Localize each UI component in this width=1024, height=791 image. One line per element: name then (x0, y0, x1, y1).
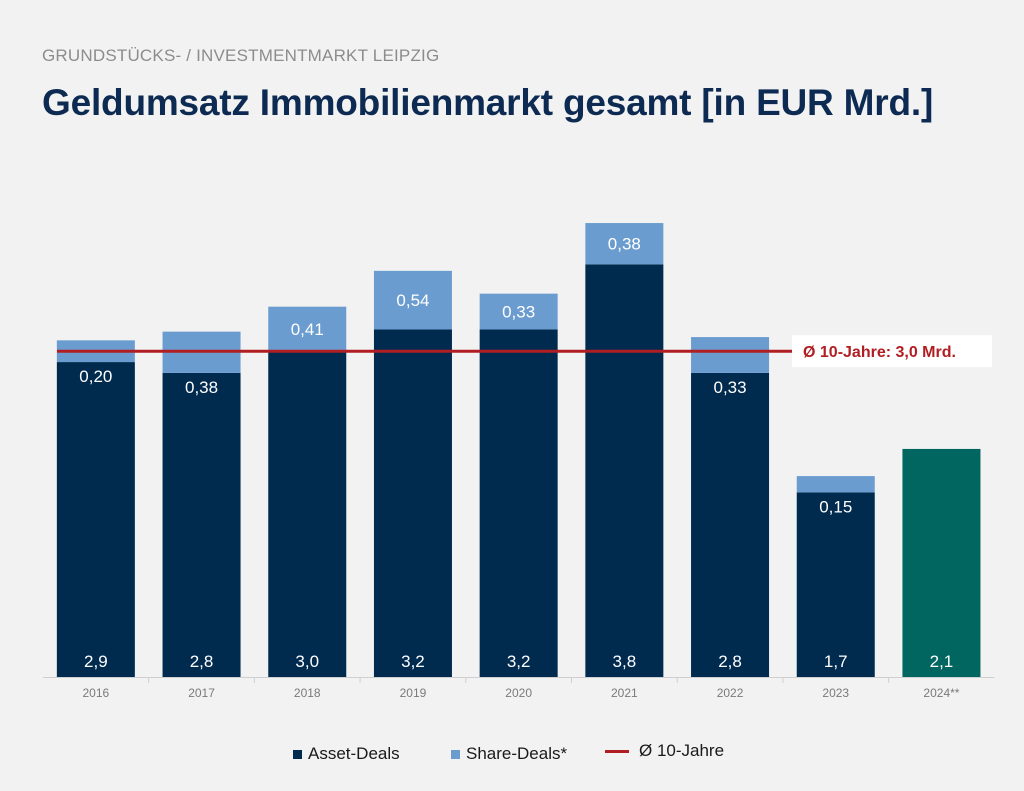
chart-subtitle: GRUNDSTÜCKS- / INVESTMENTMARKT LEIPZIG (42, 46, 440, 65)
bar-share-deals-7 (796, 476, 875, 493)
bar-asset-deals-8 (902, 448, 981, 677)
bar-share-deals-3 (373, 270, 452, 330)
bar-label-asset-deals-5: 3,8 (613, 652, 637, 671)
bar-label-share-deals-6: 0,33 (714, 378, 747, 397)
bar-asset-deals-1 (162, 372, 241, 677)
legend-label-asset-deals: Asset-Deals (308, 744, 400, 763)
legend-label-share-deals: Share-Deals* (466, 744, 568, 763)
bar-share-deals-5 (585, 223, 664, 265)
legend-label-average: Ø 10-Jahre (639, 741, 725, 760)
x-tick-label-0: 2016 (82, 686, 109, 700)
legend-swatch-share-deals (451, 749, 460, 759)
bar-label-asset-deals-8: 2,1 (930, 652, 954, 671)
bar-label-share-deals-2: 0,41 (291, 320, 324, 339)
x-tick-label-3: 2019 (400, 686, 427, 700)
bar-label-share-deals-1: 0,38 (185, 378, 218, 397)
bar-asset-deals-2 (268, 351, 347, 677)
x-tick-label-2: 2018 (294, 686, 321, 700)
bar-asset-deals-5 (585, 264, 664, 677)
legend-swatch-asset-deals (293, 749, 302, 759)
bar-label-asset-deals-7: 1,7 (824, 652, 848, 671)
x-tick-label-7: 2023 (822, 686, 849, 700)
x-tick-label-5: 2021 (611, 686, 638, 700)
bar-share-deals-4 (479, 293, 558, 330)
legend-item-share-deals: Share-Deals* (451, 744, 567, 764)
bar-label-share-deals-5: 0,38 (608, 235, 641, 254)
bar-asset-deals-4 (479, 329, 558, 677)
bar-share-deals-6 (691, 337, 770, 373)
bar-label-share-deals-4: 0,33 (502, 303, 535, 322)
bar-label-asset-deals-4: 3,2 (507, 652, 531, 671)
bar-share-deals-2 (268, 306, 347, 352)
average-label-box (792, 335, 992, 368)
bar-asset-deals-7 (796, 492, 875, 677)
x-tick-label-6: 2022 (717, 686, 744, 700)
legend-item-asset-deals: Asset-Deals (293, 744, 400, 764)
average-label: Ø 10-Jahre: 3,0 Mrd. (803, 344, 956, 361)
bar-label-asset-deals-0: 2,9 (84, 652, 108, 671)
chart-title: Geldumsatz Immobilienmarkt gesamt [in EU… (42, 82, 934, 123)
bar-label-asset-deals-1: 2,8 (190, 652, 214, 671)
bar-label-share-deals-7: 0,15 (819, 497, 852, 516)
bar-label-asset-deals-6: 2,8 (718, 652, 742, 671)
bar-label-asset-deals-2: 3,0 (295, 652, 319, 671)
bar-asset-deals-3 (373, 329, 452, 677)
x-tick-label-4: 2020 (505, 686, 532, 700)
legend-swatch-average (605, 749, 629, 753)
bar-label-asset-deals-3: 3,2 (401, 652, 425, 671)
legend-item-average: Ø 10-Jahre (605, 741, 724, 761)
bar-label-share-deals-0: 0,20 (79, 367, 112, 386)
x-tick-label-1: 2017 (188, 686, 215, 700)
bar-asset-deals-6 (691, 372, 770, 677)
bar-label-share-deals-3: 0,54 (396, 291, 429, 310)
x-tick-label-8: 2024** (923, 686, 959, 700)
bar-asset-deals-0 (56, 362, 135, 677)
